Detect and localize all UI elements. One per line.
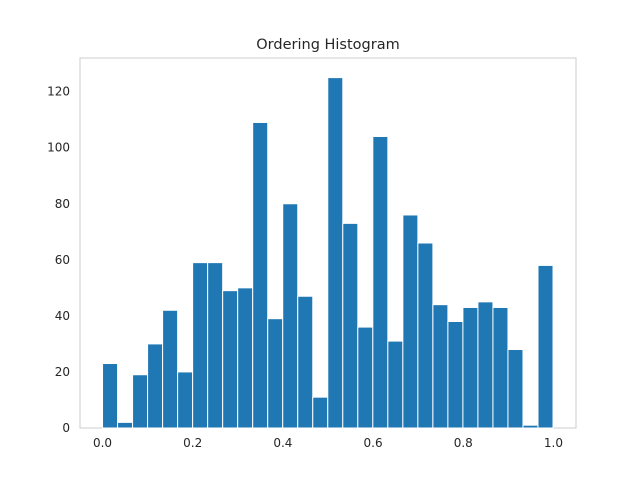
histogram-bar bbox=[252, 121, 269, 429]
histogram-bar bbox=[117, 421, 134, 429]
histogram-bar bbox=[357, 326, 374, 429]
y-tick-label: 120 bbox=[47, 85, 70, 99]
histogram-bar bbox=[132, 374, 149, 429]
x-tick-label: 0.2 bbox=[183, 436, 202, 450]
histogram-bar bbox=[492, 306, 509, 429]
histogram-bar bbox=[522, 424, 539, 429]
histogram-bar bbox=[327, 77, 344, 429]
y-tick-label: 60 bbox=[55, 253, 70, 267]
y-tick-label: 100 bbox=[47, 141, 70, 155]
x-tick-label: 0.0 bbox=[93, 436, 112, 450]
y-axis-ticks: 0 20 40 60 80 100 120 bbox=[47, 85, 70, 435]
histogram-bar bbox=[207, 262, 224, 429]
histogram-bar bbox=[222, 290, 239, 429]
chart-title: Ordering Histogram bbox=[256, 37, 399, 53]
y-tick-label: 0 bbox=[62, 421, 70, 435]
histogram-bar bbox=[447, 320, 464, 429]
histogram-bar bbox=[477, 301, 494, 429]
bars-group bbox=[102, 77, 554, 429]
x-tick-label: 1.0 bbox=[544, 436, 563, 450]
x-axis-ticks: 0.0 0.2 0.4 0.6 0.8 1.0 bbox=[93, 436, 563, 450]
x-tick-label: 0.6 bbox=[364, 436, 383, 450]
histogram-bar bbox=[297, 295, 314, 429]
histogram-bar bbox=[282, 203, 299, 429]
y-tick-label: 40 bbox=[55, 309, 70, 323]
histogram-bar bbox=[102, 363, 119, 429]
histogram-bar bbox=[462, 306, 479, 429]
histogram-bar bbox=[192, 262, 209, 429]
histogram-bar bbox=[312, 396, 329, 429]
histogram-bar bbox=[162, 309, 179, 429]
histogram-bar bbox=[387, 340, 404, 429]
y-tick-label: 20 bbox=[55, 365, 70, 379]
histogram-bar bbox=[147, 343, 164, 429]
histogram-bar bbox=[432, 304, 449, 429]
histogram-bar bbox=[507, 349, 524, 429]
y-tick-label: 80 bbox=[55, 197, 70, 211]
x-tick-label: 0.4 bbox=[273, 436, 292, 450]
histogram-bar bbox=[177, 371, 194, 429]
histogram-bar bbox=[267, 318, 284, 429]
x-tick-label: 0.8 bbox=[454, 436, 473, 450]
histogram-bar bbox=[537, 264, 554, 429]
histogram-bar bbox=[237, 287, 254, 429]
histogram-bar bbox=[372, 135, 389, 429]
histogram-bar bbox=[417, 242, 434, 429]
histogram-bar bbox=[342, 222, 359, 429]
histogram-bar bbox=[402, 214, 419, 429]
